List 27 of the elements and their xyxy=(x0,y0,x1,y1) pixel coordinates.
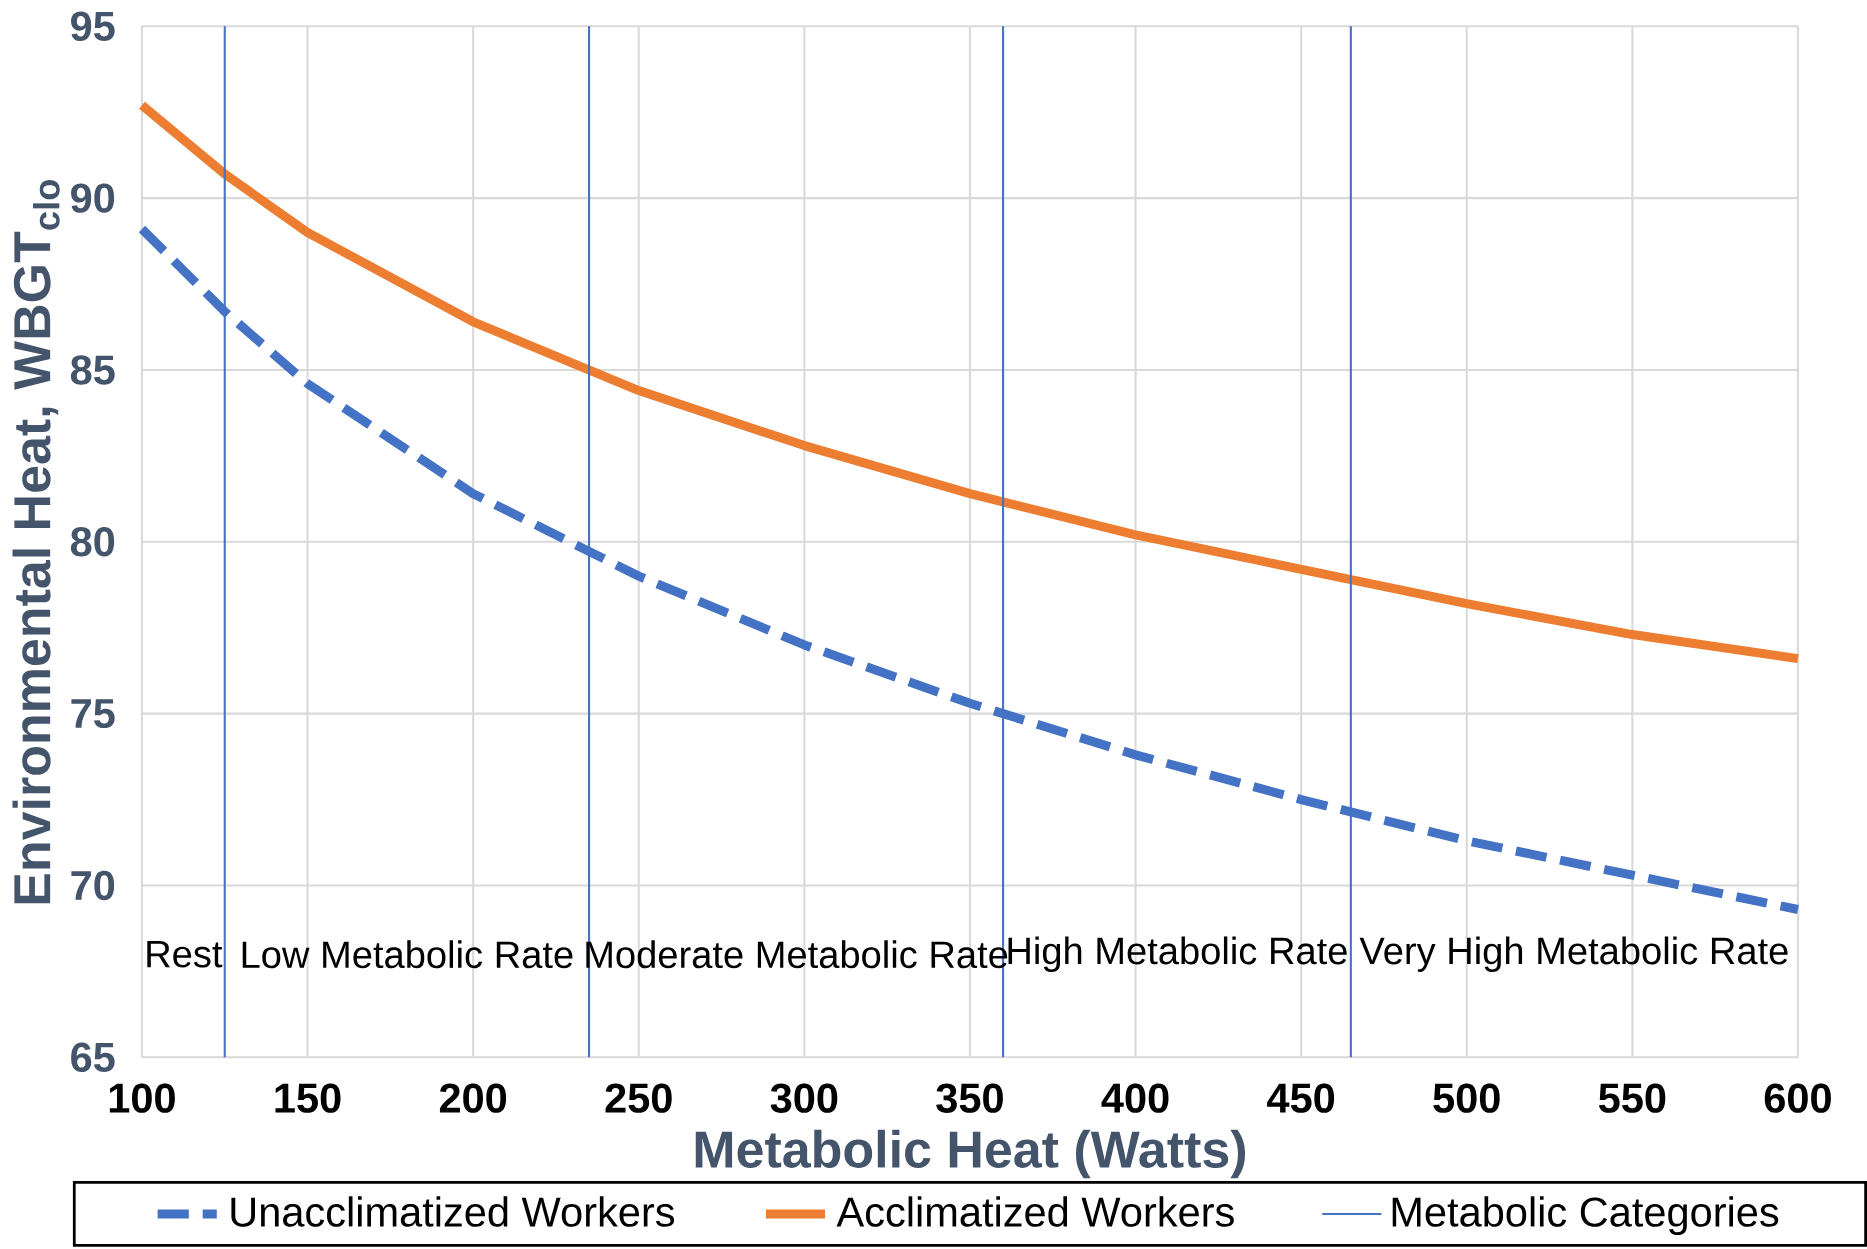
y-tick-label: 80 xyxy=(70,527,115,557)
annotation: Rest xyxy=(147,941,223,968)
annotation: High Metabolic Rate xyxy=(1008,936,1347,973)
y-tick-label: 65 xyxy=(71,1042,115,1073)
x-tick-label: 400 xyxy=(1101,1083,1169,1114)
y-tick-label: 75 xyxy=(71,699,115,729)
x-tick-label: 150 xyxy=(275,1083,341,1114)
x-tick-label: 550 xyxy=(1598,1083,1666,1114)
x-tick-label: 200 xyxy=(439,1083,507,1114)
x-tick-label: 300 xyxy=(770,1083,838,1114)
legend-label: Unacclimatized Workers xyxy=(231,1196,675,1228)
annotation: Low Metabolic Rate xyxy=(242,940,573,969)
legend-label: Acclimatized Workers xyxy=(836,1196,1234,1228)
x-tick-label: 350 xyxy=(936,1083,1003,1114)
x-tick-label: 500 xyxy=(1433,1083,1500,1114)
y-tick-label: 95 xyxy=(71,11,115,42)
legend-label: Metabolic Categories xyxy=(1392,1196,1779,1236)
y-axis-title: Environmental Heat, WBGT$_{clo}$ xyxy=(12,180,60,904)
x-tick-label: 100 xyxy=(109,1083,175,1114)
x-axis-title: Metabolic Heat (Watts) xyxy=(695,1129,1246,1179)
y-tick-label: 85 xyxy=(70,355,115,385)
y-tick-label: 90 xyxy=(71,183,115,214)
x-tick-label: 600 xyxy=(1764,1083,1831,1114)
y-tick-label: 70 xyxy=(71,870,115,901)
annotation: Very High Metabolic Rate xyxy=(1359,936,1788,973)
x-tick-label: 450 xyxy=(1267,1083,1335,1114)
x-tick-label: 250 xyxy=(605,1083,672,1114)
